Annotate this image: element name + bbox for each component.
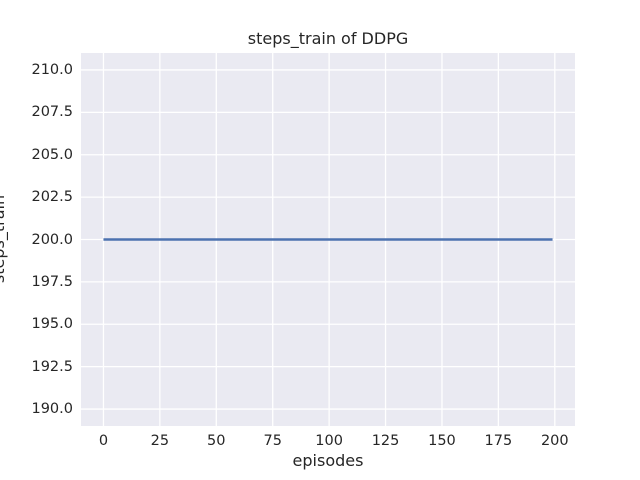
x-tick-label: 100 bbox=[315, 433, 343, 449]
plot-area bbox=[81, 53, 575, 426]
y-tick-label: 202.5 bbox=[31, 189, 73, 206]
x-tick-label: 200 bbox=[540, 433, 569, 449]
chart-title: steps_train of DDPG bbox=[247, 29, 409, 48]
x-tick-label: 0 bbox=[98, 433, 109, 449]
x-tick-label: 175 bbox=[484, 433, 513, 449]
x-tick-label: 150 bbox=[428, 433, 456, 449]
x-axis-label: episodes bbox=[292, 451, 364, 470]
x-tick-label: 25 bbox=[150, 433, 170, 449]
chart-canvas bbox=[81, 53, 575, 426]
x-tick-label: 50 bbox=[207, 433, 226, 449]
x-tick-label: 75 bbox=[263, 433, 282, 449]
y-tick-label: 207.5 bbox=[31, 104, 73, 121]
y-tick-label: 200.0 bbox=[31, 231, 73, 248]
y-tick-label: 195.0 bbox=[31, 316, 73, 333]
y-tick-label: 205.0 bbox=[31, 146, 73, 163]
x-tick-label: 125 bbox=[371, 433, 400, 449]
y-tick-label: 190.0 bbox=[31, 401, 73, 418]
y-tick-label: 192.5 bbox=[31, 358, 73, 375]
y-axis-label: steps_train bbox=[0, 194, 8, 284]
y-tick-label: 197.5 bbox=[31, 273, 73, 290]
y-tick-label: 210.0 bbox=[31, 61, 73, 78]
